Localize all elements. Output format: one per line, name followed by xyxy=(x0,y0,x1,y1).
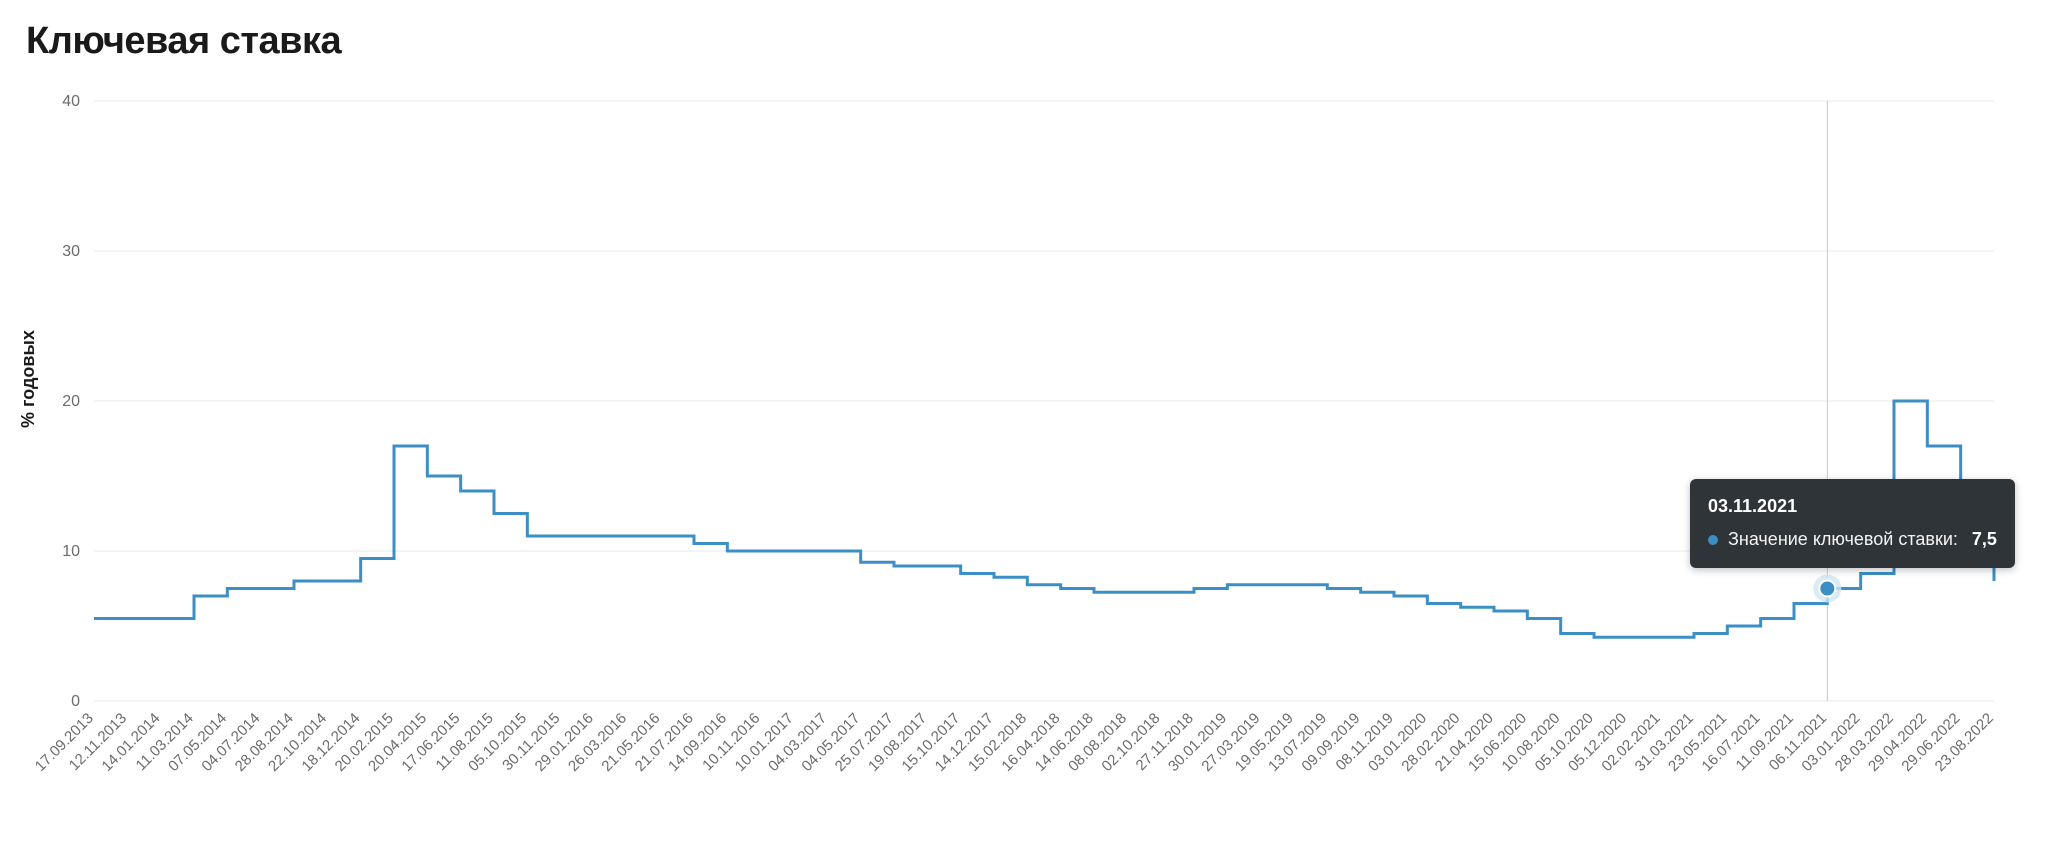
chart-title: Ключевая ставка xyxy=(26,20,2024,63)
svg-text:30: 30 xyxy=(62,243,80,260)
svg-text:40: 40 xyxy=(62,93,80,110)
chart-container: % годовых 01020304017.09.201312.11.20131… xyxy=(24,71,2024,851)
tooltip-value: 7,5 xyxy=(1972,526,1997,554)
tooltip-marker-dot xyxy=(1708,535,1718,545)
svg-text:0: 0 xyxy=(71,693,80,710)
svg-text:20: 20 xyxy=(62,393,80,410)
tooltip-date: 03.11.2021 xyxy=(1708,493,1997,521)
y-axis-title: % годовых xyxy=(18,330,39,428)
line-chart[interactable]: 01020304017.09.201312.11.201314.01.20141… xyxy=(24,71,2014,841)
svg-text:10: 10 xyxy=(62,543,80,560)
chart-tooltip: 03.11.2021 Значение ключевой ставки: 7,5 xyxy=(1690,479,2015,569)
tooltip-series-label: Значение ключевой ставки: xyxy=(1728,526,1958,554)
